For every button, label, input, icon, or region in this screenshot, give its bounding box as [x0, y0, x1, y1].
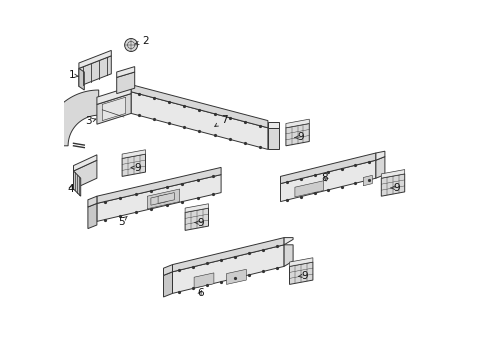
Polygon shape: [381, 170, 404, 178]
Polygon shape: [185, 204, 208, 212]
Polygon shape: [158, 193, 174, 203]
Polygon shape: [289, 262, 312, 284]
Polygon shape: [97, 94, 131, 124]
Polygon shape: [284, 245, 292, 266]
Text: 2: 2: [135, 36, 148, 46]
Polygon shape: [122, 150, 145, 158]
Polygon shape: [280, 153, 375, 184]
Polygon shape: [163, 272, 172, 297]
Polygon shape: [97, 86, 131, 104]
Polygon shape: [43, 90, 99, 146]
Text: 9: 9: [131, 163, 141, 173]
Polygon shape: [131, 92, 267, 149]
Text: 1: 1: [69, 71, 78, 81]
Polygon shape: [194, 273, 213, 288]
Polygon shape: [289, 258, 312, 266]
Text: 8: 8: [321, 173, 327, 183]
Polygon shape: [73, 160, 97, 189]
Text: 7: 7: [214, 115, 227, 126]
Polygon shape: [185, 208, 208, 230]
Polygon shape: [226, 269, 246, 284]
Polygon shape: [97, 175, 221, 221]
Polygon shape: [117, 67, 134, 77]
Polygon shape: [102, 97, 125, 121]
Text: 3: 3: [85, 116, 96, 126]
Polygon shape: [122, 154, 145, 176]
Polygon shape: [363, 175, 371, 186]
Polygon shape: [267, 122, 278, 128]
Text: 4: 4: [67, 184, 74, 194]
Polygon shape: [285, 119, 309, 128]
Polygon shape: [267, 128, 278, 149]
Polygon shape: [73, 155, 97, 171]
Polygon shape: [88, 196, 97, 207]
Polygon shape: [117, 72, 134, 94]
Polygon shape: [284, 238, 292, 245]
Polygon shape: [88, 203, 97, 229]
Circle shape: [124, 39, 137, 51]
Polygon shape: [147, 189, 179, 209]
Polygon shape: [285, 123, 309, 146]
Text: 9: 9: [298, 271, 307, 281]
Polygon shape: [280, 160, 375, 202]
Polygon shape: [73, 171, 81, 196]
Polygon shape: [79, 56, 111, 86]
Polygon shape: [294, 181, 323, 197]
Text: 5: 5: [118, 216, 127, 227]
Polygon shape: [375, 157, 384, 178]
Polygon shape: [172, 245, 284, 293]
Polygon shape: [172, 238, 284, 272]
Polygon shape: [131, 85, 267, 128]
Polygon shape: [163, 265, 172, 275]
Polygon shape: [79, 68, 84, 90]
Polygon shape: [375, 151, 384, 160]
Polygon shape: [381, 174, 404, 196]
Text: 9: 9: [389, 183, 399, 193]
Text: 9: 9: [194, 218, 204, 228]
Text: 6: 6: [197, 288, 203, 298]
Text: 9: 9: [294, 132, 304, 143]
Polygon shape: [97, 167, 221, 203]
Polygon shape: [79, 50, 111, 68]
Polygon shape: [151, 194, 167, 205]
